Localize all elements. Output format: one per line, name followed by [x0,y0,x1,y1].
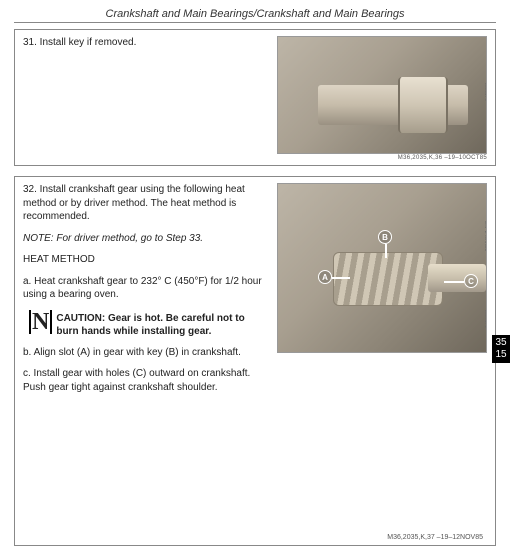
footer-code: M36,2035,K,37 –19–12NOV85 [23,532,487,541]
step-32-box: 32. Install crankshaft gear using the fo… [14,176,496,546]
fig32-sidecode2: M36171 [483,310,487,328]
step-32-sub-c: c. Install gear with holes (C) outward o… [23,367,267,394]
tab-bottom: 15 [492,349,510,361]
callout-b: B [378,230,392,244]
fig32-sidecode1: –UN–24JAN89 [483,218,487,251]
step-31-box: 31. Install key if removed. M36170 M36,2… [14,29,496,166]
heat-method-label: HEAT METHOD [23,253,267,267]
page-tab: 35 15 [492,335,510,363]
step-31-text: 31. Install key if removed. [23,36,267,50]
caution-text: CAUTION: Gear is hot. Be careful not to … [56,310,267,338]
step31-figcode: M36,2035,K,36 –19–10OCT85 [23,154,487,161]
page-header: Crankshaft and Main Bearings/Crankshaft … [14,8,496,23]
step-32-sub-a: a. Heat crankshaft gear to 232° C (450°F… [23,275,267,302]
step-31-figure: M36170 [277,36,487,154]
step-32-figure: A B C –UN–24JAN89 M36171 [277,183,487,402]
callout-c: C [464,274,478,288]
step-32-sub-b: b. Align slot (A) in gear with key (B) i… [23,346,267,360]
caution-block: N CAUTION: Gear is hot. Be careful not t… [23,310,267,338]
step-32-note: NOTE: For driver method, go to Step 33. [23,232,267,246]
step-32-intro: 32. Install crankshaft gear using the fo… [23,183,267,224]
tab-top: 35 [492,337,510,349]
callout-a: A [318,270,332,284]
caution-icon: N [29,310,52,334]
fig31-sidecode: M36170 [483,83,487,101]
